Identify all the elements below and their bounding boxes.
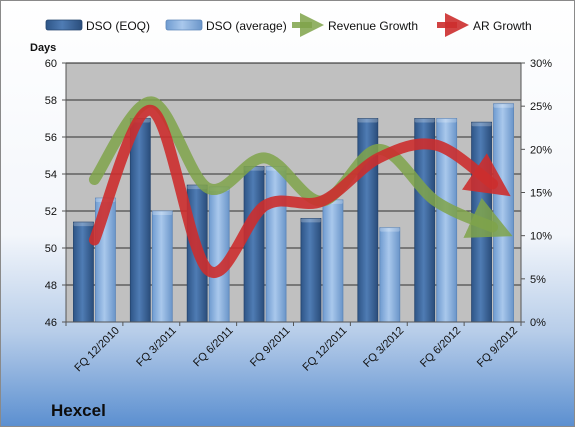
right-axis: 0% 5% 10% 15% 20% 25% 30% xyxy=(520,58,552,329)
legend: DSO (EOQ) DSO (average) Revenue Growth A… xyxy=(45,13,532,37)
point-revenue-growth-fq-6-2012 xyxy=(435,201,436,202)
legend-label-dso-average: DSO (average) xyxy=(206,19,287,33)
right-tick-label: 0% xyxy=(530,317,546,329)
point-ar-growth-fq-6-2012 xyxy=(435,145,436,146)
bar-dso-eoq-fq-9-2011 xyxy=(243,166,265,323)
left-tick-label: 48 xyxy=(45,280,57,292)
bar-cap-dso-eoq-fq-12-2010 xyxy=(73,222,94,227)
point-ar-growth-fq-6-2011 xyxy=(208,270,209,271)
left-tick-label: 60 xyxy=(45,58,57,70)
point-ar-growth-fq-9-2011 xyxy=(265,205,266,206)
bar-dso-average-fq-6-2011 xyxy=(208,186,230,323)
left-tick-label: 58 xyxy=(45,95,57,107)
bar-cap-dso-average-fq-6-2012 xyxy=(436,118,457,123)
y-axis-title: Days xyxy=(30,42,56,54)
bar-cap-dso-average-fq-3-2012 xyxy=(379,227,400,232)
legend-label-dso-eoq: DSO (EOQ) xyxy=(86,19,150,33)
point-revenue-growth-fq-12-2010 xyxy=(94,179,95,180)
point-ar-growth-fq-3-2012 xyxy=(378,157,379,158)
point-revenue-growth-fq-3-2011 xyxy=(151,101,152,102)
bar-dso-eoq-fq-3-2011 xyxy=(129,118,151,323)
right-tick-label: 25% xyxy=(530,101,552,113)
point-ar-growth-fq-12-2010 xyxy=(94,239,95,240)
right-tick-label: 5% xyxy=(530,274,546,286)
bar-cap-dso-eoq-fq-6-2012 xyxy=(414,118,435,123)
legend-item-ar-growth: AR Growth xyxy=(437,13,532,37)
right-tick-label: 20% xyxy=(530,144,552,156)
left-tick-label: 56 xyxy=(45,132,57,144)
point-ar-growth-fq-3-2011 xyxy=(151,110,152,111)
bar-cap-dso-eoq-fq-9-2012 xyxy=(471,122,492,127)
legend-label-ar-growth: AR Growth xyxy=(473,19,532,33)
legend-item-dso-average: DSO (average) xyxy=(165,19,287,33)
line-revenue-growth xyxy=(88,96,513,238)
bar-cap-dso-eoq-fq-12-2011 xyxy=(300,218,321,223)
legend-swatch-dso-average xyxy=(165,19,203,31)
bar-dso-eoq-fq-12-2011 xyxy=(300,217,322,323)
bar-dso-average-fq-3-2011 xyxy=(151,210,173,323)
right-tick-label: 15% xyxy=(530,188,552,200)
legend-item-dso-eoq: DSO (EOQ) xyxy=(45,19,150,33)
bar-cap-dso-average-fq-9-2012 xyxy=(493,103,514,108)
legend-label-revenue-growth: Revenue Growth xyxy=(328,19,418,33)
point-revenue-growth-fq-6-2011 xyxy=(208,188,209,189)
bar-dso-average-fq-12-2011 xyxy=(322,199,344,323)
bar-dso-average-fq-9-2011 xyxy=(265,166,287,323)
bar-cap-dso-eoq-fq-3-2012 xyxy=(357,118,378,123)
right-tick-label: 10% xyxy=(530,231,552,243)
company-name: Hexcel xyxy=(51,401,106,420)
point-ar-growth-fq-12-2011 xyxy=(321,201,322,202)
legend-item-revenue-growth: Revenue Growth xyxy=(292,13,418,37)
line-layer xyxy=(88,96,513,279)
bar-dso-average-fq-9-2012 xyxy=(493,103,514,323)
left-axis: 46 48 50 52 54 56 58 60 xyxy=(45,58,67,329)
bar-dso-average-fq-3-2012 xyxy=(379,227,401,323)
point-revenue-growth-fq-3-2012 xyxy=(378,149,379,150)
legend-swatch-dso-eoq xyxy=(45,19,83,31)
point-ar-growth-fq-9-2012 xyxy=(492,183,493,184)
left-tick-label: 54 xyxy=(45,169,57,181)
left-tick-label: 52 xyxy=(45,206,57,218)
point-revenue-growth-fq-9-2011 xyxy=(265,157,266,158)
bar-cap-dso-average-fq-3-2011 xyxy=(152,211,173,215)
point-revenue-growth-fq-9-2012 xyxy=(492,227,493,228)
left-tick-label: 50 xyxy=(45,243,57,255)
right-tick-label: 30% xyxy=(530,58,552,70)
left-tick-label: 46 xyxy=(45,317,57,329)
line-ar-growth xyxy=(88,104,511,279)
